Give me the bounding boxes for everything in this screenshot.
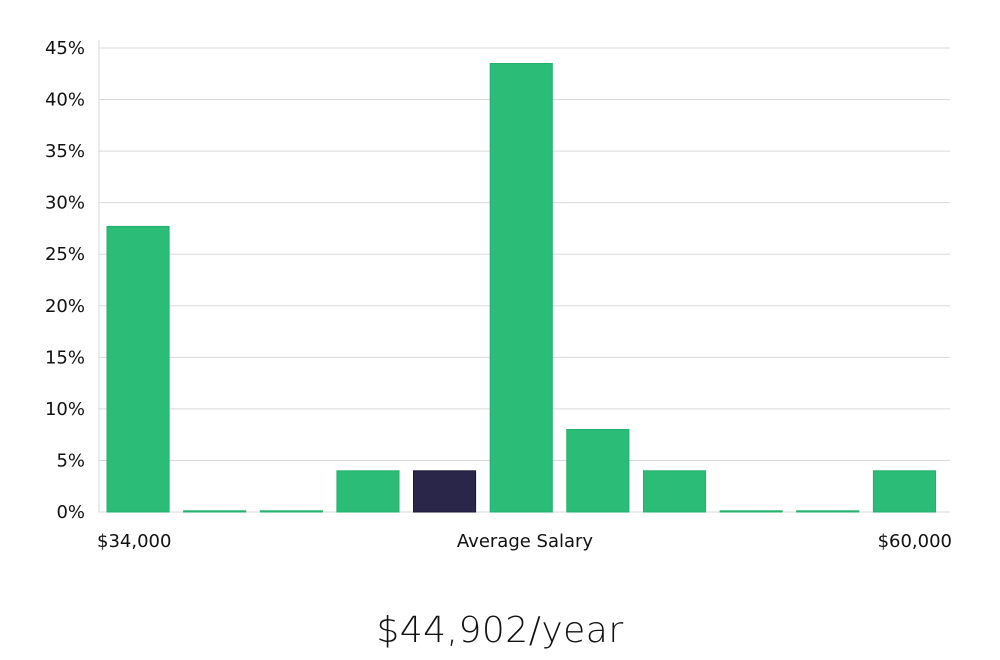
x-label-max: $60,000 (878, 531, 952, 552)
y-tick-label: 30% (45, 193, 85, 214)
y-tick-label: 15% (45, 347, 85, 368)
average-salary-value: $44,902/year (376, 610, 624, 651)
bar (183, 510, 247, 513)
bar (566, 429, 630, 513)
bar (259, 510, 323, 513)
y-tick-label: 10% (45, 399, 85, 420)
x-label-min: $34,000 (97, 531, 171, 552)
bar (489, 63, 553, 513)
bar (719, 510, 783, 513)
bar (796, 510, 860, 513)
y-axis: 0% 5% 10% 15% 20% 25% 30% 35% 40% 45% (45, 38, 85, 523)
y-tick-label: 20% (45, 296, 85, 317)
y-tick-label: 45% (45, 38, 85, 59)
bar (336, 470, 400, 513)
bars (106, 63, 937, 513)
y-tick-label: 25% (45, 244, 85, 265)
y-tick-label: 35% (45, 141, 85, 162)
y-tick-label: 0% (56, 502, 85, 523)
bar (872, 470, 937, 513)
salary-distribution-chart: 0% 5% 10% 15% 20% 25% 30% 35% 40% 45% $34,000 Ave… (45, 38, 952, 552)
y-tick-label: 5% (56, 450, 85, 471)
y-tick-label: 40% (45, 90, 85, 111)
bar (106, 225, 170, 513)
x-label-average: Average Salary (457, 531, 594, 552)
bar-highlighted (413, 470, 477, 513)
bar (643, 470, 707, 513)
